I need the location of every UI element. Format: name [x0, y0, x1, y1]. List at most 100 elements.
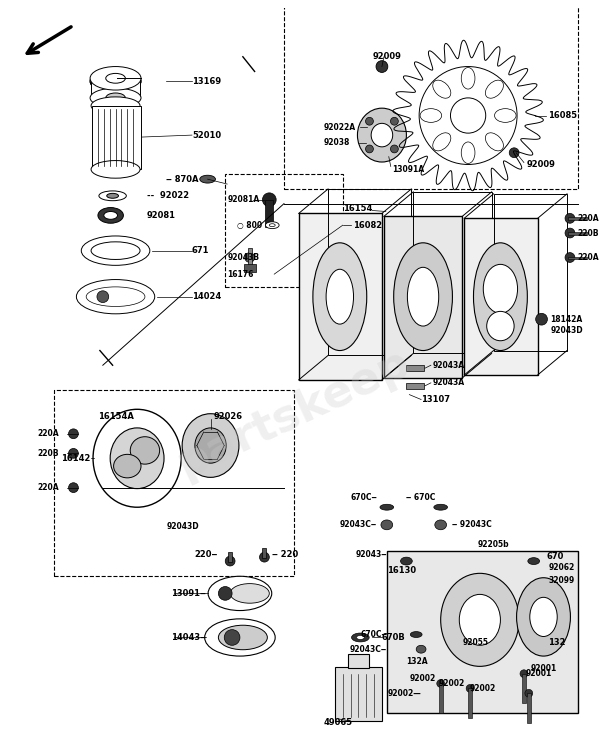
Bar [328, 189, 412, 356]
Ellipse shape [104, 211, 118, 220]
Bar [299, 214, 382, 380]
Text: 16154A: 16154A [98, 411, 134, 420]
Circle shape [565, 253, 575, 262]
Text: 92043C‒: 92043C‒ [350, 644, 387, 653]
Text: 92002: 92002 [470, 684, 496, 693]
Bar [262, 548, 266, 558]
Ellipse shape [485, 80, 503, 99]
Ellipse shape [91, 97, 140, 114]
Circle shape [365, 117, 373, 125]
Text: ‒ 670C: ‒ 670C [406, 493, 436, 502]
Text: 92062: 92062 [548, 563, 575, 572]
Ellipse shape [106, 74, 125, 83]
Text: 16176: 16176 [227, 270, 254, 279]
Ellipse shape [410, 632, 422, 638]
Text: 132A: 132A [406, 657, 428, 666]
Text: 32099: 32099 [548, 576, 575, 585]
Circle shape [509, 148, 519, 158]
Ellipse shape [107, 193, 118, 199]
Bar [413, 192, 491, 353]
Circle shape [97, 291, 109, 302]
Ellipse shape [483, 265, 518, 314]
Ellipse shape [113, 454, 141, 478]
Ellipse shape [420, 108, 442, 123]
Ellipse shape [459, 594, 500, 645]
Ellipse shape [195, 428, 226, 463]
Circle shape [68, 483, 79, 493]
Circle shape [419, 66, 517, 165]
Ellipse shape [485, 133, 503, 151]
Text: ‒ 870A: ‒ 870A [166, 174, 199, 183]
Text: 92043D: 92043D [550, 326, 583, 335]
Bar [468, 688, 472, 717]
Text: 220A: 220A [37, 429, 59, 438]
Text: 16085: 16085 [548, 111, 578, 120]
Text: 670C‒: 670C‒ [360, 630, 387, 639]
Bar [54, 390, 294, 576]
Ellipse shape [416, 645, 426, 653]
Text: --  92022: -- 92022 [147, 191, 189, 200]
Text: 92026: 92026 [214, 411, 242, 420]
Bar [568, 232, 587, 235]
Ellipse shape [401, 557, 412, 565]
Ellipse shape [106, 93, 125, 103]
Text: 14043‒: 14043‒ [172, 633, 206, 642]
Circle shape [68, 429, 79, 438]
Text: 92043C‒: 92043C‒ [340, 520, 377, 529]
Bar [464, 218, 538, 375]
Bar [568, 217, 587, 220]
Circle shape [365, 145, 373, 153]
Circle shape [520, 670, 528, 678]
Text: 670B: 670B [382, 633, 406, 642]
Ellipse shape [90, 69, 141, 93]
Text: 92043D: 92043D [166, 523, 199, 532]
Ellipse shape [473, 243, 527, 350]
Text: 92081: 92081 [147, 211, 176, 220]
Ellipse shape [313, 243, 367, 350]
Text: 92001: 92001 [531, 664, 557, 673]
Text: 92001: 92001 [526, 669, 552, 678]
Ellipse shape [352, 633, 369, 642]
Bar [244, 265, 256, 272]
Text: 220A: 220A [37, 483, 59, 492]
Circle shape [391, 145, 398, 153]
Ellipse shape [130, 437, 160, 464]
Ellipse shape [461, 68, 475, 89]
Circle shape [68, 448, 79, 458]
Text: 670C‒: 670C‒ [350, 493, 377, 502]
Ellipse shape [265, 222, 279, 229]
Ellipse shape [218, 625, 268, 650]
Ellipse shape [205, 619, 275, 656]
Bar [439, 684, 443, 713]
Circle shape [565, 214, 575, 223]
Text: 14024: 14024 [192, 293, 221, 302]
Ellipse shape [358, 108, 406, 162]
Bar [92, 106, 141, 169]
Text: 220B: 220B [578, 229, 599, 238]
Ellipse shape [380, 505, 394, 510]
Text: 92043B: 92043B [227, 253, 259, 262]
Text: ○ 800: ○ 800 [237, 220, 262, 229]
Text: 13091A: 13091A [392, 165, 424, 174]
Ellipse shape [93, 409, 181, 508]
Bar [522, 674, 526, 703]
Text: 16130: 16130 [387, 566, 416, 575]
Text: ‒ 220: ‒ 220 [272, 550, 298, 559]
Circle shape [260, 552, 269, 562]
Text: 16082: 16082 [353, 220, 382, 229]
Circle shape [225, 556, 235, 566]
Text: 16142: 16142 [61, 453, 90, 462]
Text: 13091‒: 13091‒ [172, 589, 206, 598]
Text: 220A: 220A [578, 253, 599, 262]
Ellipse shape [208, 576, 272, 611]
Text: 92009: 92009 [527, 160, 556, 169]
Text: 16154: 16154 [343, 204, 372, 213]
Text: 18142A: 18142A [550, 314, 583, 323]
Circle shape [437, 680, 445, 687]
Bar [494, 194, 567, 350]
Ellipse shape [230, 584, 269, 603]
Text: 92002: 92002 [410, 674, 436, 683]
Ellipse shape [440, 573, 519, 666]
Circle shape [218, 587, 232, 600]
Ellipse shape [356, 635, 364, 639]
